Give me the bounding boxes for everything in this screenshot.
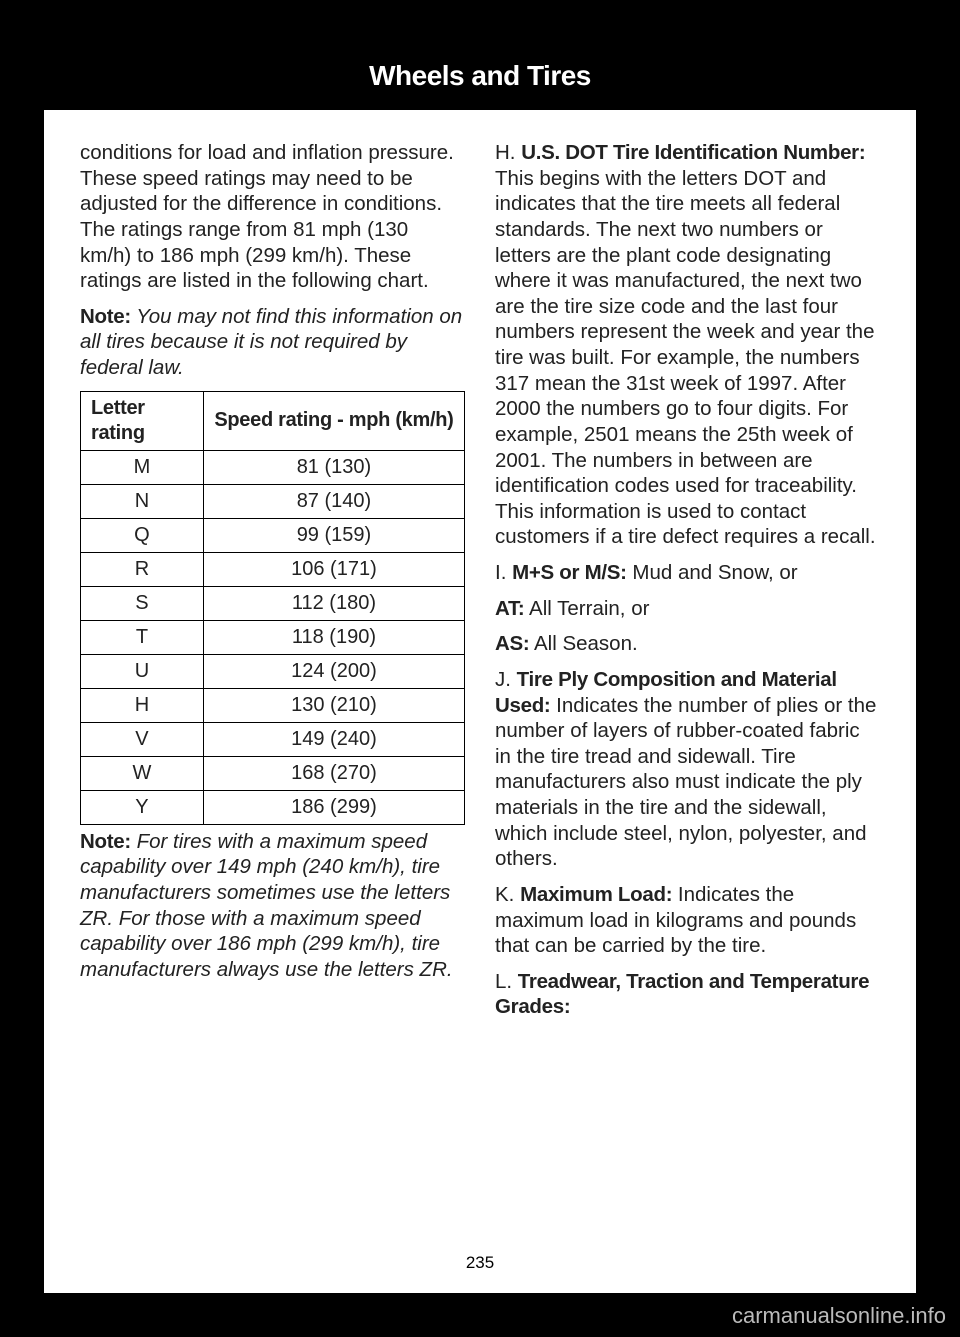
item-as: AS: All Season. [495,631,880,657]
watermark: carmanualsonline.info [732,1303,946,1329]
cell-speed: 99 (159) [203,518,464,552]
note-1: Note: You may not find this information … [80,304,465,381]
item-at: AT: All Terrain, or [495,596,880,622]
cell-letter: R [81,552,204,586]
cell-letter: M [81,450,204,484]
cell-letter: T [81,620,204,654]
cell-letter: W [81,756,204,790]
table-row: S112 (180) [81,586,465,620]
right-column: H. U.S. DOT Tire Identification Number: … [495,140,880,1030]
item-j: J. Tire Ply Composition and Material Use… [495,667,880,872]
speed-rating-table: Letter rating Speed rating - mph (km/h) … [80,391,465,825]
left-column: conditions for load and inflation pressu… [80,140,465,1030]
item-bold: U.S. DOT Tire Identification Number: [521,141,865,164]
note-2: Note: For tires with a maximum speed cap… [80,829,465,983]
cell-letter: U [81,654,204,688]
item-bold: Treadwear, Traction and Temperature Grad… [495,970,869,1019]
cell-speed: 118 (190) [203,620,464,654]
cell-speed: 168 (270) [203,756,464,790]
table-row: W168 (270) [81,756,465,790]
item-bold: M+S or M/S: [512,561,627,584]
cell-speed: 149 (240) [203,722,464,756]
cell-letter: N [81,484,204,518]
item-prefix: I. [495,561,512,584]
item-text: This begins with the letters DOT and ind… [495,167,876,549]
col-header-speed: Speed rating - mph (km/h) [203,391,464,450]
table-row: Y186 (299) [81,790,465,824]
cell-letter: V [81,722,204,756]
item-text: Indicates the number of plies or the num… [495,694,876,871]
intro-paragraph: conditions for load and inflation pressu… [80,140,465,294]
table-row: V149 (240) [81,722,465,756]
item-l: L. Treadwear, Traction and Temperature G… [495,969,880,1020]
page-number: 235 [44,1253,916,1273]
note-text: You may not find this information on all… [80,305,462,379]
item-prefix: K. [495,883,520,906]
cell-letter: H [81,688,204,722]
table-row: Q99 (159) [81,518,465,552]
item-i: I. M+S or M/S: Mud and Snow, or [495,560,880,586]
cell-speed: 87 (140) [203,484,464,518]
page-title: Wheels and Tires [44,44,916,110]
item-bold: AT: [495,597,524,620]
cell-letter: Q [81,518,204,552]
item-prefix: H. [495,141,521,164]
item-text: All Terrain, or [524,597,649,620]
note-label: Note: [80,305,131,328]
item-k: K. Maximum Load: Indicates the maximum l… [495,882,880,959]
cell-speed: 81 (130) [203,450,464,484]
content-area: conditions for load and inflation pressu… [44,110,916,1030]
item-prefix: L. [495,970,518,993]
table-row: U124 (200) [81,654,465,688]
table-row: T118 (190) [81,620,465,654]
table-row: M81 (130) [81,450,465,484]
cell-letter: Y [81,790,204,824]
cell-letter: S [81,586,204,620]
cell-speed: 106 (171) [203,552,464,586]
table-row: R106 (171) [81,552,465,586]
item-bold: AS: [495,632,529,655]
cell-speed: 186 (299) [203,790,464,824]
table-row: H130 (210) [81,688,465,722]
item-text: All Season. [529,632,637,655]
item-bold: Maximum Load: [520,883,672,906]
table-row: N87 (140) [81,484,465,518]
item-prefix: J. [495,668,517,691]
item-h: H. U.S. DOT Tire Identification Number: … [495,140,880,550]
cell-speed: 112 (180) [203,586,464,620]
manual-page: Wheels and Tires conditions for load and… [38,38,922,1299]
cell-speed: 124 (200) [203,654,464,688]
item-text: Mud and Snow, or [627,561,798,584]
table-header-row: Letter rating Speed rating - mph (km/h) [81,391,465,450]
col-header-letter: Letter rating [81,391,204,450]
note-label: Note: [80,830,131,853]
note-text: For tires with a maximum speed capabilit… [80,830,453,981]
cell-speed: 130 (210) [203,688,464,722]
